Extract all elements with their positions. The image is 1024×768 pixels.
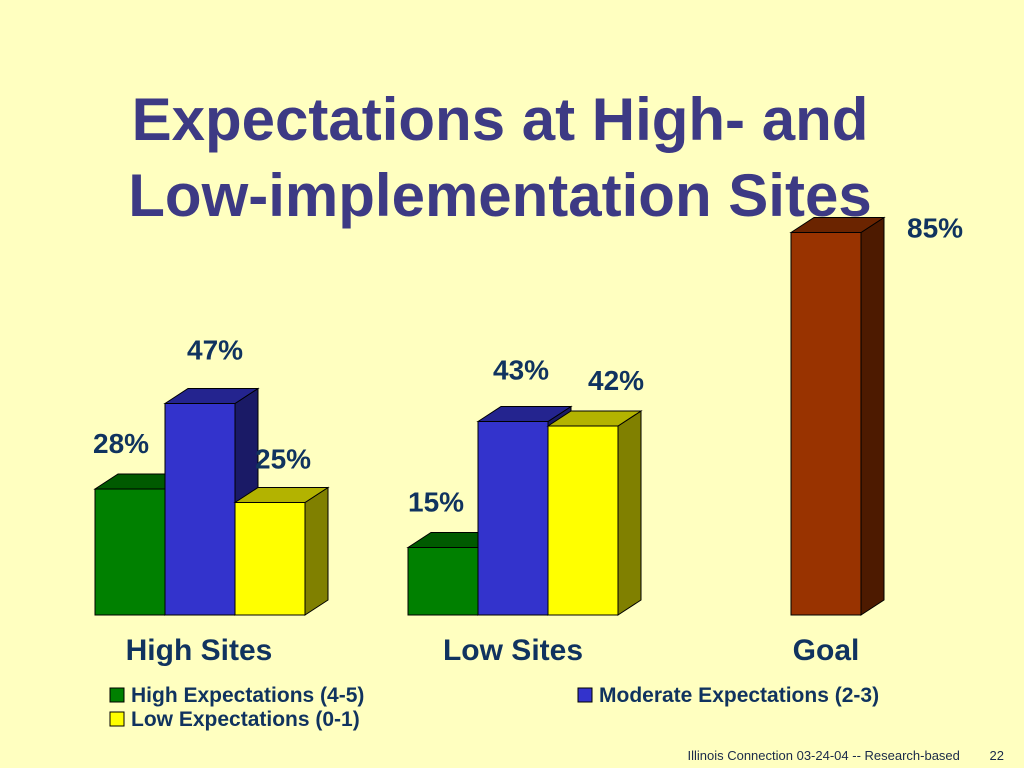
bar-side	[860, 216, 885, 616]
category-label: Goal	[793, 634, 860, 667]
data-label: 15%	[408, 487, 464, 518]
data-label: 25%	[255, 444, 311, 475]
legend-item: Low Expectations (0-1)	[109, 708, 360, 731]
data-label: 47%	[187, 335, 243, 366]
data-label: 43%	[493, 355, 549, 386]
bar-goal	[789, 216, 886, 616]
legend-item: Moderate Expectations (2-3)	[577, 684, 879, 707]
slide-title: Expectations at High- and Low-implementa…	[60, 82, 940, 234]
category-label: High Sites	[126, 634, 273, 667]
bar-front	[547, 425, 619, 616]
legend-label: Low Expectations (0-1)	[131, 708, 360, 731]
legend-label: Moderate Expectations (2-3)	[599, 684, 879, 707]
legend-swatch	[109, 711, 125, 727]
bar-front	[94, 488, 166, 616]
bar-low-s3	[546, 410, 643, 616]
bar-front	[407, 547, 479, 616]
category-label: Low Sites	[443, 634, 583, 667]
bar-front	[164, 403, 236, 616]
bar-side	[304, 486, 329, 616]
data-label: 28%	[93, 428, 149, 459]
slide-footer: Illinois Connection 03-24-04 -- Research…	[661, 748, 1004, 763]
page-number: 22	[989, 748, 1004, 763]
legend-swatch	[577, 687, 593, 703]
bar-side	[617, 410, 642, 616]
bar-high-s3	[233, 486, 330, 616]
data-label-goal: 85%	[907, 213, 963, 244]
title-line-1: Expectations at High- and	[131, 86, 869, 153]
title-line-2: Low-implementation Sites	[128, 162, 872, 229]
bar-front	[790, 232, 862, 616]
data-label: 42%	[588, 365, 644, 396]
legend-item: High Expectations (4-5)	[109, 684, 364, 707]
legend-label: High Expectations (4-5)	[131, 684, 364, 707]
legend-swatch	[109, 687, 125, 703]
bar-front	[477, 421, 549, 616]
footer-text: Illinois Connection 03-24-04 -- Research…	[687, 748, 960, 763]
bar-front	[234, 502, 306, 616]
